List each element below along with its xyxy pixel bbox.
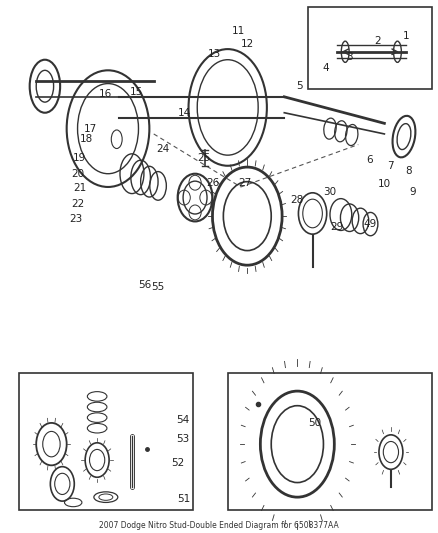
Text: 5: 5	[296, 81, 303, 91]
Bar	[228, 373, 432, 511]
Text: 28: 28	[291, 195, 304, 205]
Bar	[308, 7, 432, 89]
Text: 15: 15	[130, 86, 143, 96]
Text: 9: 9	[410, 187, 416, 197]
Text: 4: 4	[322, 63, 329, 72]
Text: 25: 25	[197, 153, 210, 163]
Text: 19: 19	[73, 153, 86, 163]
Text: 6: 6	[366, 156, 372, 165]
Text: 26: 26	[206, 177, 219, 188]
Text: 49: 49	[364, 219, 377, 229]
Text: 14: 14	[177, 108, 191, 118]
Text: 3: 3	[346, 52, 353, 62]
Text: 7: 7	[388, 161, 394, 171]
Text: 52: 52	[171, 458, 184, 467]
Text: 55: 55	[152, 281, 165, 292]
Text: 51: 51	[177, 494, 191, 504]
Text: 54: 54	[177, 415, 190, 425]
Text: 27: 27	[238, 177, 252, 188]
Text: 2007 Dodge Nitro Stud-Double Ended Diagram for 6508377AA: 2007 Dodge Nitro Stud-Double Ended Diagr…	[99, 521, 339, 530]
Text: 18: 18	[80, 134, 93, 144]
Text: 21: 21	[73, 183, 86, 193]
Text: 53: 53	[177, 434, 190, 444]
Text: 11: 11	[232, 26, 245, 36]
Text: 23: 23	[69, 214, 82, 224]
Text: 22: 22	[71, 199, 84, 209]
Text: 29: 29	[330, 222, 343, 232]
Text: 30: 30	[323, 187, 336, 197]
Text: 56: 56	[138, 280, 152, 290]
Text: 17: 17	[84, 124, 97, 134]
Text: 1: 1	[403, 31, 410, 41]
Text: 24: 24	[156, 144, 169, 154]
Text: 50: 50	[308, 418, 321, 428]
Text: 8: 8	[405, 166, 412, 176]
Bar	[19, 373, 193, 511]
Text: 13: 13	[208, 50, 221, 59]
Text: 20: 20	[71, 169, 84, 179]
Text: 10: 10	[378, 179, 391, 189]
Text: 12: 12	[240, 39, 254, 49]
Text: 2: 2	[374, 36, 381, 46]
Text: 16: 16	[99, 89, 113, 99]
